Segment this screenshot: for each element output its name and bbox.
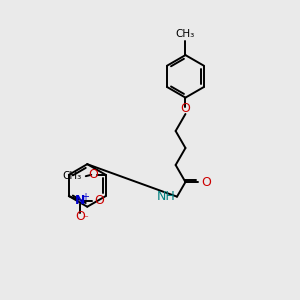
Text: CH₃: CH₃ <box>176 29 195 39</box>
Text: +: + <box>81 192 89 202</box>
Text: NH: NH <box>157 190 176 203</box>
Text: O: O <box>94 194 104 208</box>
Text: O: O <box>201 176 211 188</box>
Text: CH₃: CH₃ <box>63 171 82 181</box>
Text: ⁻: ⁻ <box>82 214 88 224</box>
Text: O: O <box>181 101 190 115</box>
Text: O: O <box>88 168 98 181</box>
Text: N: N <box>75 194 86 208</box>
Text: O: O <box>75 209 85 223</box>
